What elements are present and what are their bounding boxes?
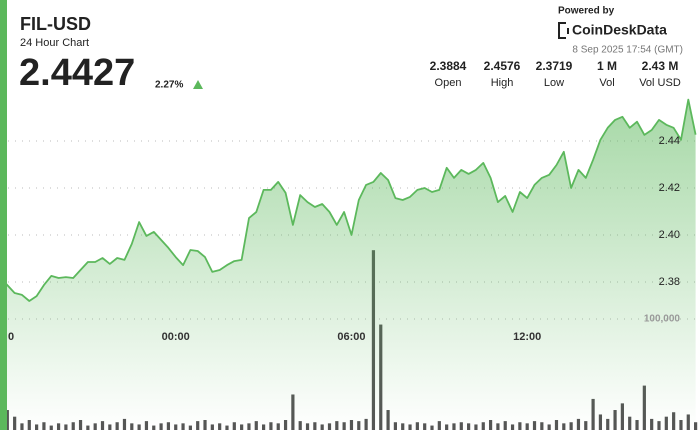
title: FIL-USD (20, 14, 91, 34)
volume-bar (694, 422, 698, 430)
stat-label: Low (544, 77, 564, 89)
y-tick-label: 2.40 (659, 229, 680, 241)
stat-value: 2.43 M (642, 59, 679, 73)
y-tick-label: 2.42 (659, 182, 680, 194)
price: 2.4427 (19, 52, 135, 94)
stat-value: 1 M (597, 59, 617, 73)
change: 2.27% (155, 80, 183, 91)
x-tick-label: 00:00 (162, 331, 190, 343)
stat-value: 2.4576 (484, 59, 521, 73)
y-tick-label: 2.44 (659, 135, 680, 147)
stat-value: 2.3719 (536, 59, 573, 73)
logo-icon (558, 22, 569, 39)
stat-value: 2.3884 (430, 59, 467, 73)
x-tick-label: 12:00 (513, 331, 541, 343)
stat-label: Vol (599, 77, 614, 89)
price-line (0, 98, 697, 302)
y-tick-label: 2.38 (659, 276, 680, 288)
up-arrow (193, 80, 203, 89)
accent-strip (0, 0, 7, 430)
x-tick-label: 0 (8, 331, 14, 343)
powered-by: Powered by (558, 6, 615, 17)
subtitle: 24 Hour Chart (20, 37, 89, 49)
x-tick-label: 06:00 (337, 331, 365, 343)
brand: CoinDeskData (572, 22, 667, 38)
stat-label: Open (435, 77, 462, 89)
stat-label: Vol USD (639, 77, 681, 89)
stat-label: High (491, 77, 514, 89)
timestamp: 8 Sep 2025 17:54 (GMT) (572, 45, 683, 56)
price-area (0, 99, 696, 430)
y2-tick-label: 100,000 (644, 314, 681, 325)
